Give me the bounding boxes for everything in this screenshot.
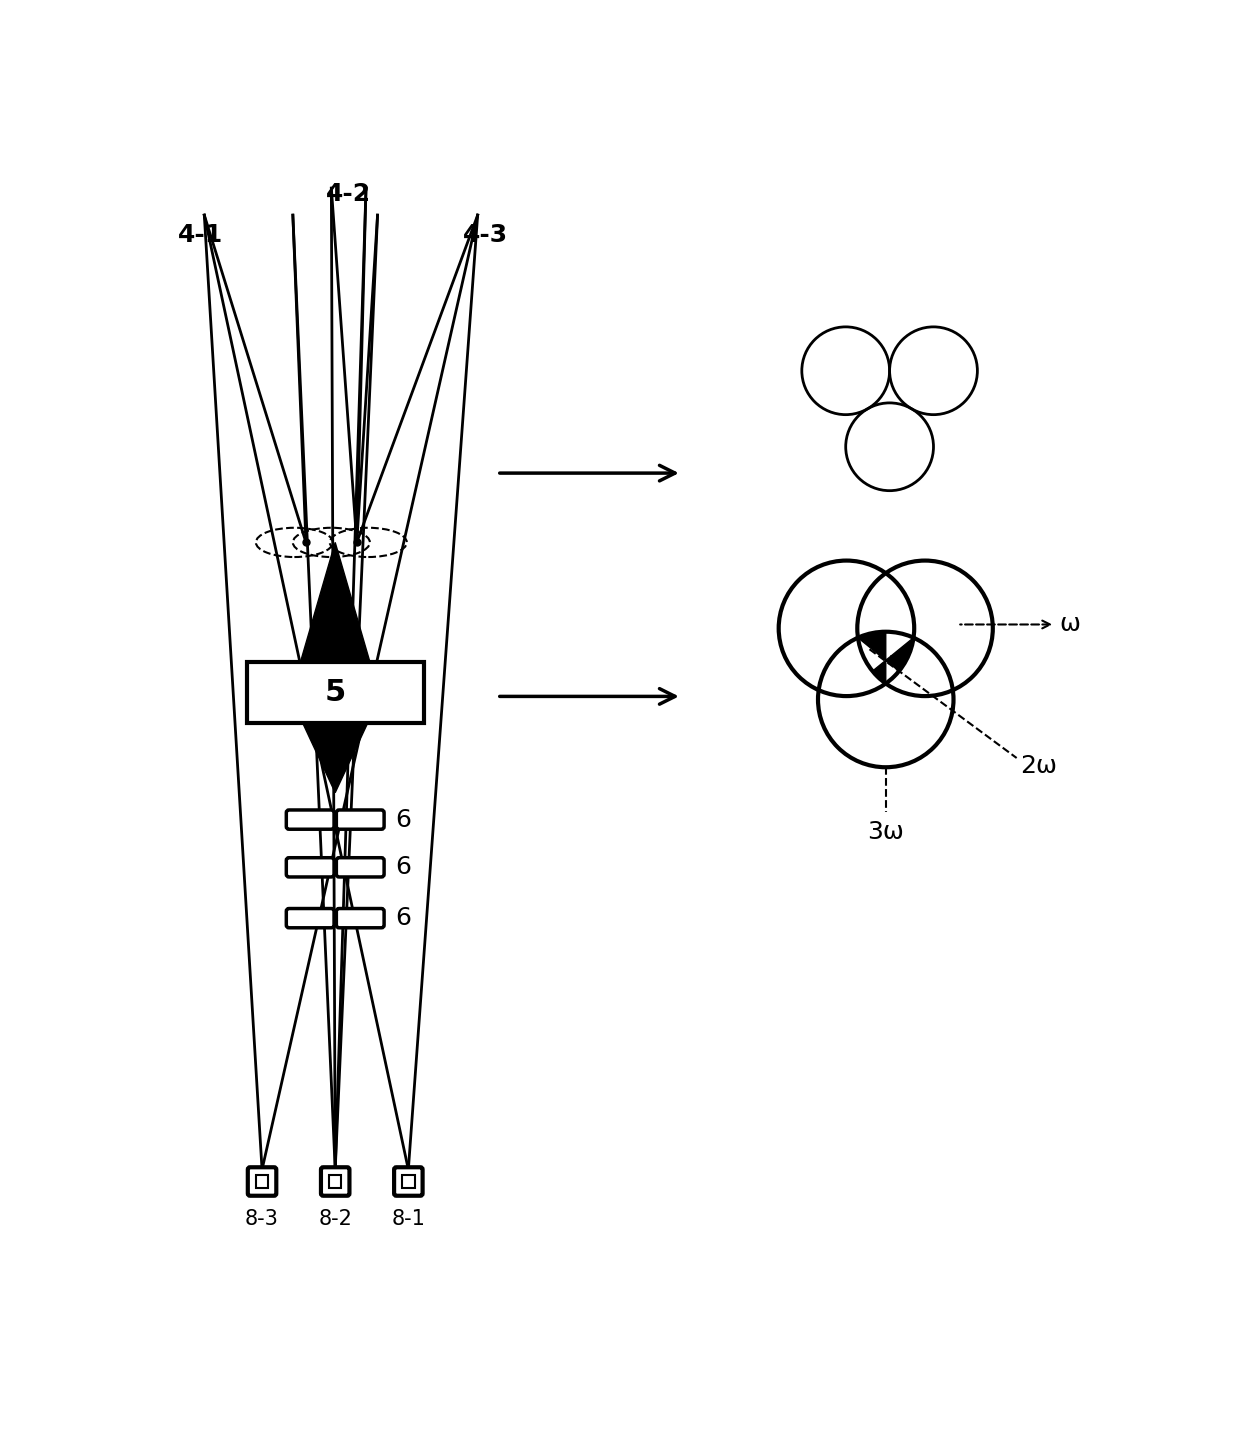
- FancyBboxPatch shape: [336, 858, 384, 877]
- Text: 6: 6: [396, 808, 412, 831]
- Bar: [255, 1175, 268, 1188]
- FancyBboxPatch shape: [394, 1168, 423, 1195]
- Text: 4-2: 4-2: [326, 181, 371, 206]
- Text: 5: 5: [325, 678, 346, 707]
- FancyBboxPatch shape: [336, 809, 384, 829]
- Text: 6: 6: [396, 855, 412, 880]
- FancyBboxPatch shape: [321, 1168, 350, 1195]
- FancyBboxPatch shape: [286, 909, 334, 927]
- Text: 4-1: 4-1: [177, 223, 223, 246]
- Text: 8-3: 8-3: [246, 1208, 279, 1228]
- Bar: [402, 1175, 414, 1188]
- FancyBboxPatch shape: [286, 809, 334, 829]
- FancyBboxPatch shape: [336, 909, 384, 927]
- FancyBboxPatch shape: [286, 858, 334, 877]
- Text: 3ω: 3ω: [867, 819, 904, 844]
- Text: 4-3: 4-3: [463, 223, 508, 246]
- Text: 6: 6: [396, 906, 412, 930]
- Polygon shape: [300, 543, 370, 662]
- Text: 2ω: 2ω: [1021, 753, 1058, 778]
- Bar: [329, 1175, 341, 1188]
- Text: r₀: r₀: [888, 651, 903, 668]
- Polygon shape: [858, 632, 914, 684]
- Bar: [247, 662, 424, 723]
- Text: 8-1: 8-1: [392, 1208, 425, 1228]
- Text: 8-2: 8-2: [319, 1208, 352, 1228]
- Polygon shape: [303, 723, 367, 792]
- FancyBboxPatch shape: [248, 1168, 277, 1195]
- Text: ω: ω: [1059, 612, 1080, 636]
